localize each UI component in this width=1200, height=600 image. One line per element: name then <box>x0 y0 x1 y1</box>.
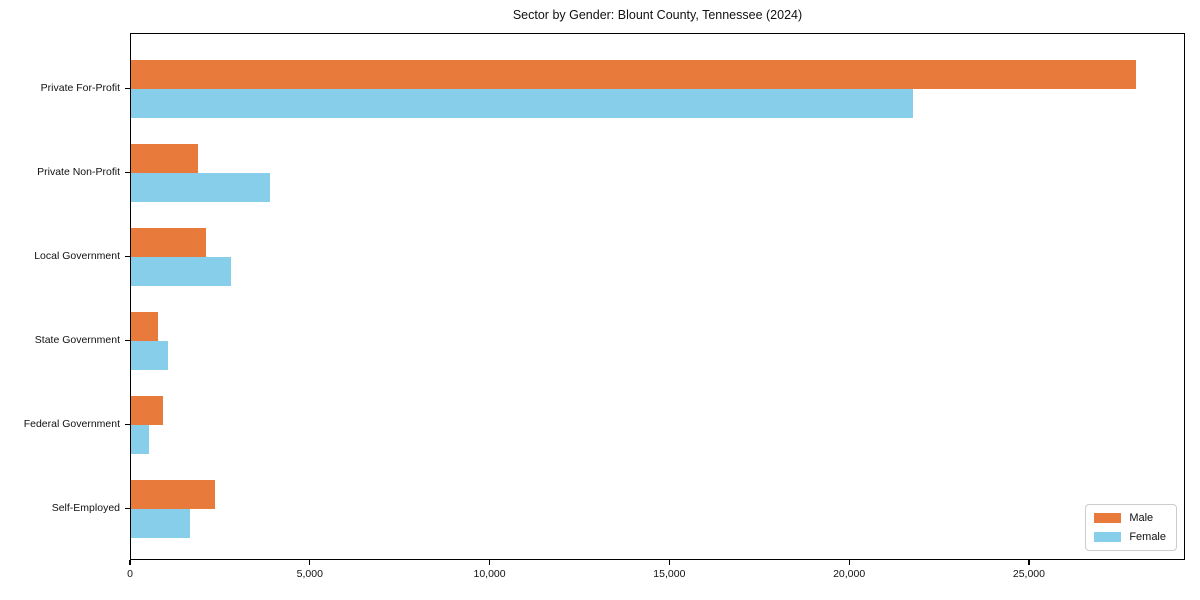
legend-swatch-female <box>1094 532 1122 542</box>
bar-female-1 <box>131 89 913 118</box>
y-tick-mark <box>125 87 130 89</box>
bar-male-5 <box>131 396 163 425</box>
x-tick-label: 20,000 <box>833 568 866 580</box>
y-tick-label: Local Government <box>34 250 120 262</box>
legend-item-male: Male <box>1094 512 1166 524</box>
y-tick-label: Private For-Profit <box>40 82 120 94</box>
bar-female-4 <box>131 341 168 370</box>
y-tick-mark <box>125 171 130 173</box>
y-tick-mark <box>125 507 130 509</box>
bar-female-6 <box>131 509 191 538</box>
legend-label-male: Male <box>1129 512 1154 524</box>
y-tick-mark <box>125 255 130 257</box>
y-tick-mark <box>125 423 130 425</box>
bar-male-2 <box>131 144 198 173</box>
y-tick-label: State Government <box>34 334 120 346</box>
x-tick-mark <box>488 560 491 565</box>
bar-female-3 <box>131 257 232 286</box>
x-tick-label: 25,000 <box>1012 568 1045 580</box>
y-tick-label: Private Non-Profit <box>37 166 120 178</box>
x-tick-mark <box>848 560 850 565</box>
x-tick-label: 0 <box>127 568 133 580</box>
bar-male-1 <box>131 60 1136 89</box>
x-tick-label: 10,000 <box>473 568 506 580</box>
x-tick-label: 5,000 <box>296 568 323 580</box>
legend-swatch-male <box>1094 513 1122 523</box>
bar-male-4 <box>131 312 159 341</box>
y-tick-label: Self-Employed <box>51 502 120 514</box>
bar-female-5 <box>131 425 149 454</box>
x-tick-mark <box>1028 560 1030 565</box>
bar-female-2 <box>131 173 271 202</box>
x-tick-mark <box>309 560 311 565</box>
legend: Male Female <box>1085 504 1177 551</box>
y-tick-label: Federal Government <box>23 418 120 430</box>
plot-area: Male Female <box>130 33 1185 560</box>
bar-male-6 <box>131 480 216 509</box>
x-tick-mark <box>129 560 131 565</box>
chart-title: Sector by Gender: Blount County, Tenness… <box>512 8 803 22</box>
legend-label-female: Female <box>1129 531 1166 543</box>
x-tick-label: 15,000 <box>653 568 686 580</box>
x-tick-mark <box>668 560 670 565</box>
y-tick-mark <box>125 339 130 341</box>
bar-male-3 <box>131 228 206 257</box>
legend-item-female: Female <box>1094 531 1166 543</box>
